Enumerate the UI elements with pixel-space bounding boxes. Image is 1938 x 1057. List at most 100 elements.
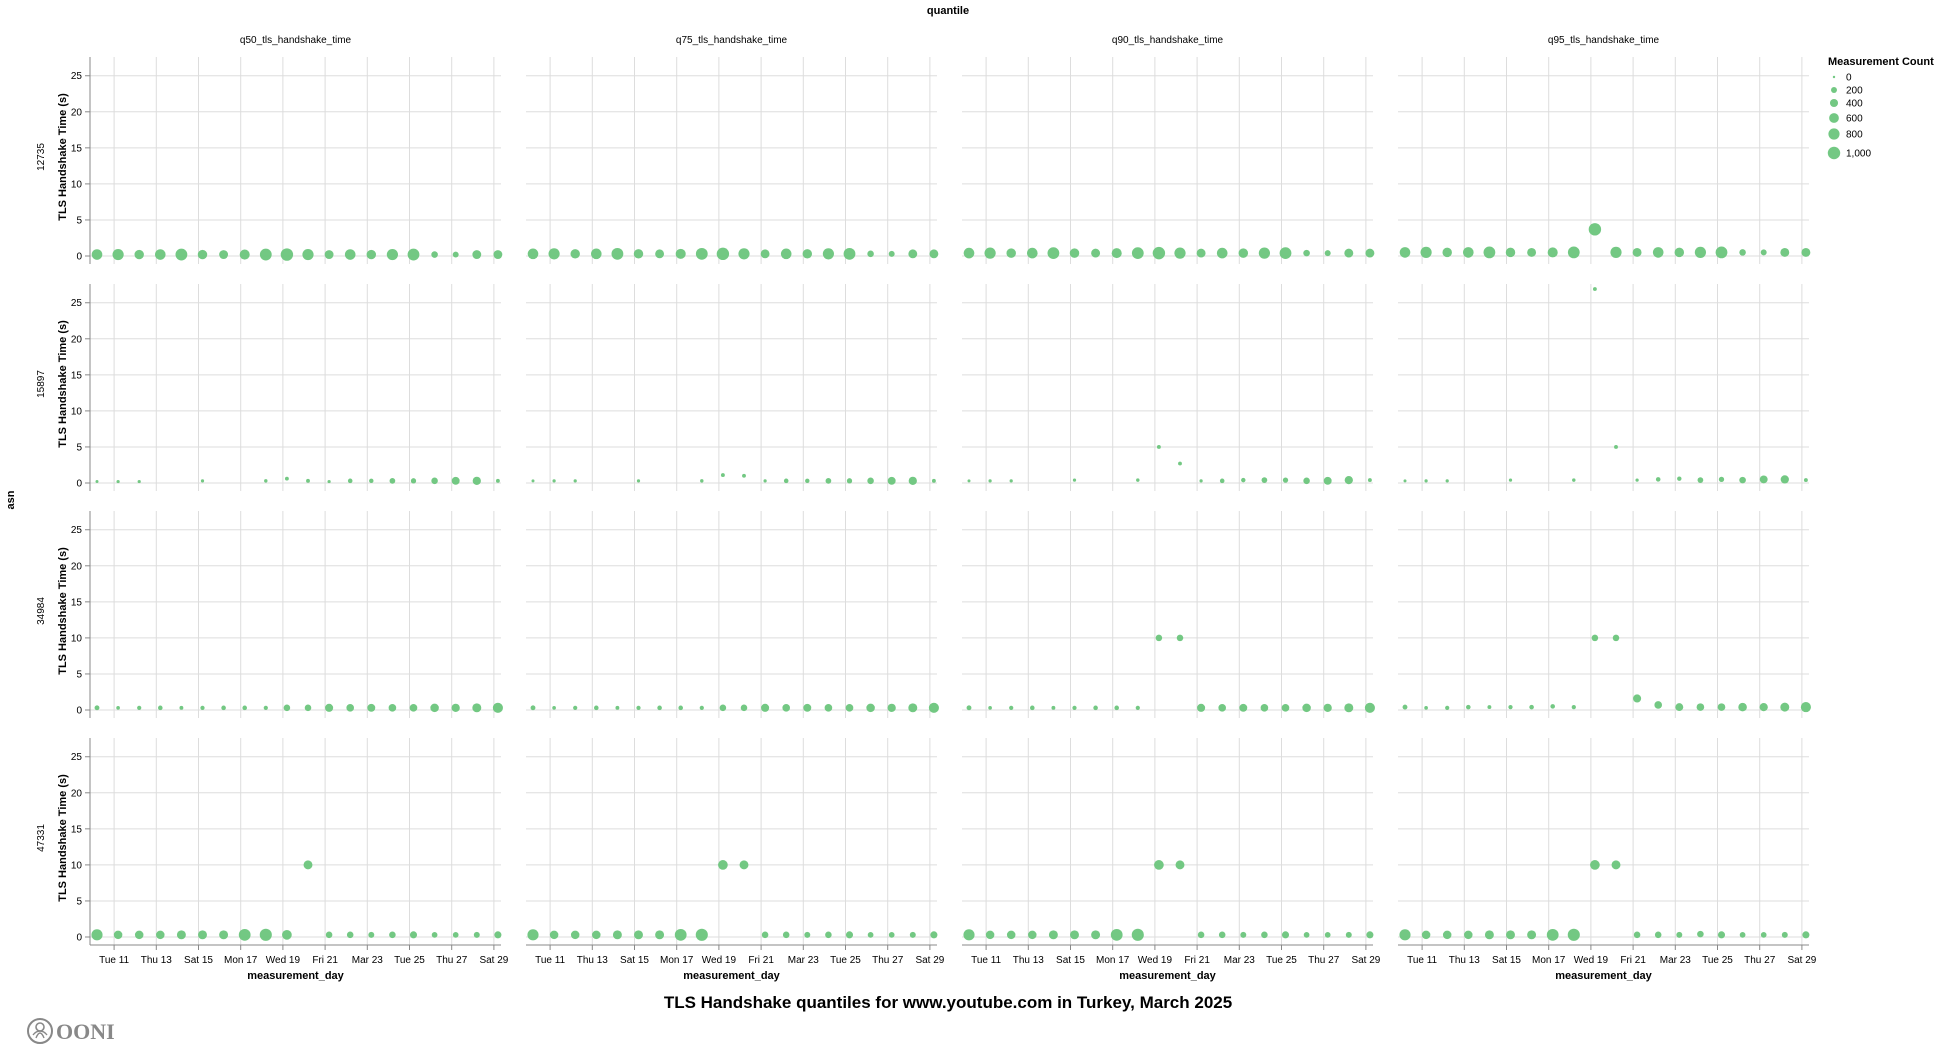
data-point [1070, 930, 1079, 940]
data-point [1572, 478, 1576, 482]
row-facet-title: asn [5, 490, 17, 509]
facet-panel [526, 284, 937, 491]
data-point [1176, 634, 1184, 642]
data-point [1654, 931, 1662, 939]
data-point [1093, 705, 1098, 711]
x-tick-label: Thu 13 [1013, 955, 1045, 966]
data-point [573, 705, 578, 710]
data-point [1611, 860, 1621, 870]
data-point [548, 248, 560, 260]
y-tick-label: 5 [76, 669, 82, 680]
data-point [1114, 705, 1119, 711]
y-tick-label: 15 [71, 143, 83, 154]
data-point [1780, 475, 1789, 484]
data-point [963, 929, 975, 941]
data-point [1803, 478, 1808, 483]
data-point [1591, 634, 1599, 642]
data-point [1717, 931, 1726, 939]
data-point [804, 931, 811, 938]
x-tick-label: Thu 13 [1449, 955, 1481, 966]
facet-panel: 0 5 10 15 20 25 [71, 511, 503, 718]
data-point [1403, 479, 1407, 483]
data-point [739, 860, 749, 870]
data-point [219, 930, 229, 940]
x-tick-label: Mar 23 [352, 955, 384, 966]
data-point [259, 248, 272, 261]
data-point [802, 249, 813, 259]
data-point [888, 931, 895, 938]
x-tick-label: Fri 21 [748, 955, 774, 966]
x-tick-label: Thu 27 [1744, 955, 1776, 966]
y-axis-title: TLS Handshake Time (s) [57, 774, 69, 902]
data-point [1483, 246, 1496, 259]
data-point [822, 248, 835, 260]
data-point [94, 705, 100, 711]
x-tick-label: Sat 29 [1351, 955, 1380, 966]
data-point [783, 478, 789, 484]
data-point [636, 705, 641, 710]
data-point [1677, 476, 1682, 481]
data-point [1136, 478, 1140, 482]
data-point [1571, 705, 1576, 710]
x-tick-label: Tue 25 [394, 955, 425, 966]
data-point [1048, 930, 1058, 940]
data-point [760, 249, 770, 259]
data-point [431, 931, 438, 938]
data-point [738, 248, 750, 260]
data-point [325, 703, 334, 712]
data-point [1802, 931, 1810, 939]
data-point [1633, 694, 1642, 703]
data-point [805, 478, 810, 484]
data-point [242, 705, 247, 711]
data-point [1527, 247, 1537, 257]
data-point [324, 250, 334, 259]
data-point [887, 703, 896, 712]
x-tick-label: Sat 15 [620, 955, 649, 966]
data-point [984, 247, 996, 259]
x-tick-label: Tue 11 [971, 955, 1001, 966]
data-point [238, 928, 251, 941]
data-point [1281, 931, 1290, 939]
data-point [407, 248, 420, 261]
data-point [1323, 703, 1332, 712]
data-point [1738, 702, 1747, 712]
data-point [590, 248, 602, 260]
facet-panels: 12735 TLS Handshake Time (s) 0 5 10 15 20 25 q50… [36, 35, 1817, 982]
data-point [1694, 246, 1707, 259]
ooni-logo-text: OONI [56, 1019, 115, 1044]
legend-size-symbol [1829, 98, 1839, 108]
data-point [845, 931, 854, 939]
data-point [531, 479, 535, 483]
data-point [716, 247, 730, 261]
data-point [239, 249, 250, 260]
data-point [636, 479, 641, 483]
data-point [154, 249, 166, 260]
data-point [1131, 928, 1144, 941]
legend-size-symbol [1827, 146, 1841, 160]
data-point [1261, 477, 1268, 483]
x-tick-label: Mar 23 [1660, 955, 1692, 966]
x-tick-label: Fri 21 [1620, 955, 1646, 966]
data-point [908, 703, 918, 713]
data-point [366, 249, 377, 260]
data-point [137, 705, 142, 710]
legend-label: 0 [1846, 73, 1852, 84]
y-axis-title: TLS Handshake Time (s) [57, 93, 69, 221]
data-point [1697, 477, 1704, 483]
data-point [825, 931, 832, 939]
data-point [1218, 704, 1227, 712]
data-point [451, 476, 460, 485]
data-point [1655, 477, 1661, 482]
data-point [1072, 705, 1077, 710]
data-point [592, 930, 601, 940]
legend-size-symbol [1828, 128, 1840, 140]
data-point [1546, 928, 1559, 941]
x-tick-label: Sat 29 [915, 955, 944, 966]
data-point [1051, 705, 1056, 710]
data-point [472, 476, 481, 485]
data-point [1760, 931, 1767, 938]
x-tick-label: Wed 19 [1574, 955, 1609, 966]
y-axis-title: TLS Handshake Time (s) [57, 547, 69, 675]
data-point [1367, 478, 1372, 483]
data-point [1197, 931, 1205, 939]
